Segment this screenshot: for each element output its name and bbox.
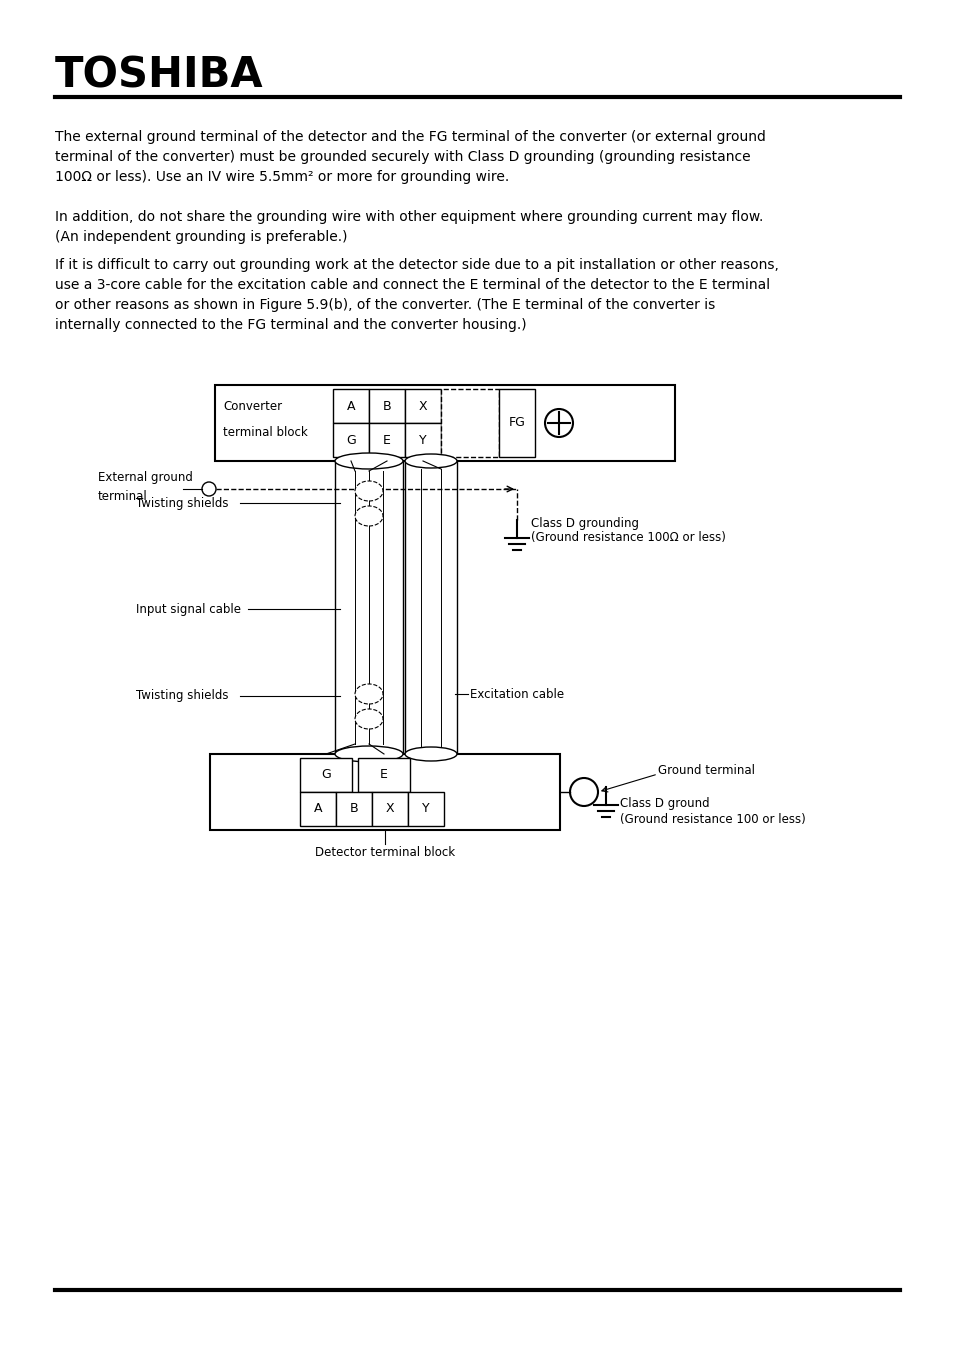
Text: In addition, do not share the grounding wire with other equipment where groundin: In addition, do not share the grounding … [55,211,762,244]
Ellipse shape [355,684,382,703]
Text: A: A [314,802,322,815]
Text: Y: Y [418,433,426,447]
Text: Detector terminal block: Detector terminal block [314,845,455,859]
Ellipse shape [355,506,382,526]
Bar [335,792,372,826]
Bar [408,792,443,826]
Text: Input signal cable: Input signal cable [136,602,241,616]
Text: G: G [321,768,331,782]
Bar [369,423,405,458]
Bar [210,755,559,830]
Text: A: A [346,400,355,413]
Ellipse shape [405,747,456,761]
Bar [299,757,352,792]
Text: Twisting shields: Twisting shields [136,497,229,509]
Text: Converter: Converter [223,401,282,413]
Ellipse shape [355,481,382,501]
Ellipse shape [405,454,456,468]
Text: X: X [385,802,394,815]
Bar [372,792,408,826]
Text: Ground terminal: Ground terminal [658,764,754,776]
Text: Class D ground: Class D ground [619,798,709,810]
Bar [498,389,535,458]
Bar [299,792,335,826]
Ellipse shape [335,454,402,468]
Bar [405,389,440,423]
Text: X: X [418,400,427,413]
Text: G: G [346,433,355,447]
Text: The external ground terminal of the detector and the FG terminal of the converte: The external ground terminal of the dete… [55,130,765,184]
Ellipse shape [355,709,382,729]
Bar [333,389,369,423]
Bar [405,423,440,458]
Bar [357,757,410,792]
Bar [369,389,405,423]
Text: B: B [350,802,358,815]
Text: E: E [383,433,391,447]
Text: terminal block: terminal block [223,427,308,440]
Text: FG: FG [508,417,525,429]
Text: Twisting shields: Twisting shields [136,690,229,702]
Text: (Ground resistance 100Ω or less): (Ground resistance 100Ω or less) [531,532,725,544]
Text: Excitation cable: Excitation cable [470,687,563,701]
Text: E: E [379,768,388,782]
Text: Y: Y [422,802,430,815]
Text: (Ground resistance 100 or less): (Ground resistance 100 or less) [619,813,805,825]
Ellipse shape [335,747,402,761]
Text: Class D grounding: Class D grounding [531,517,639,529]
Text: terminal: terminal [98,490,148,504]
Text: If it is difficult to carry out grounding work at the detector side due to a pit: If it is difficult to carry out groundin… [55,258,778,332]
Text: External ground: External ground [98,471,193,485]
Text: TOSHIBA: TOSHIBA [55,55,263,97]
Bar [214,385,675,460]
Text: B: B [382,400,391,413]
Bar [440,389,498,458]
Bar [333,423,369,458]
